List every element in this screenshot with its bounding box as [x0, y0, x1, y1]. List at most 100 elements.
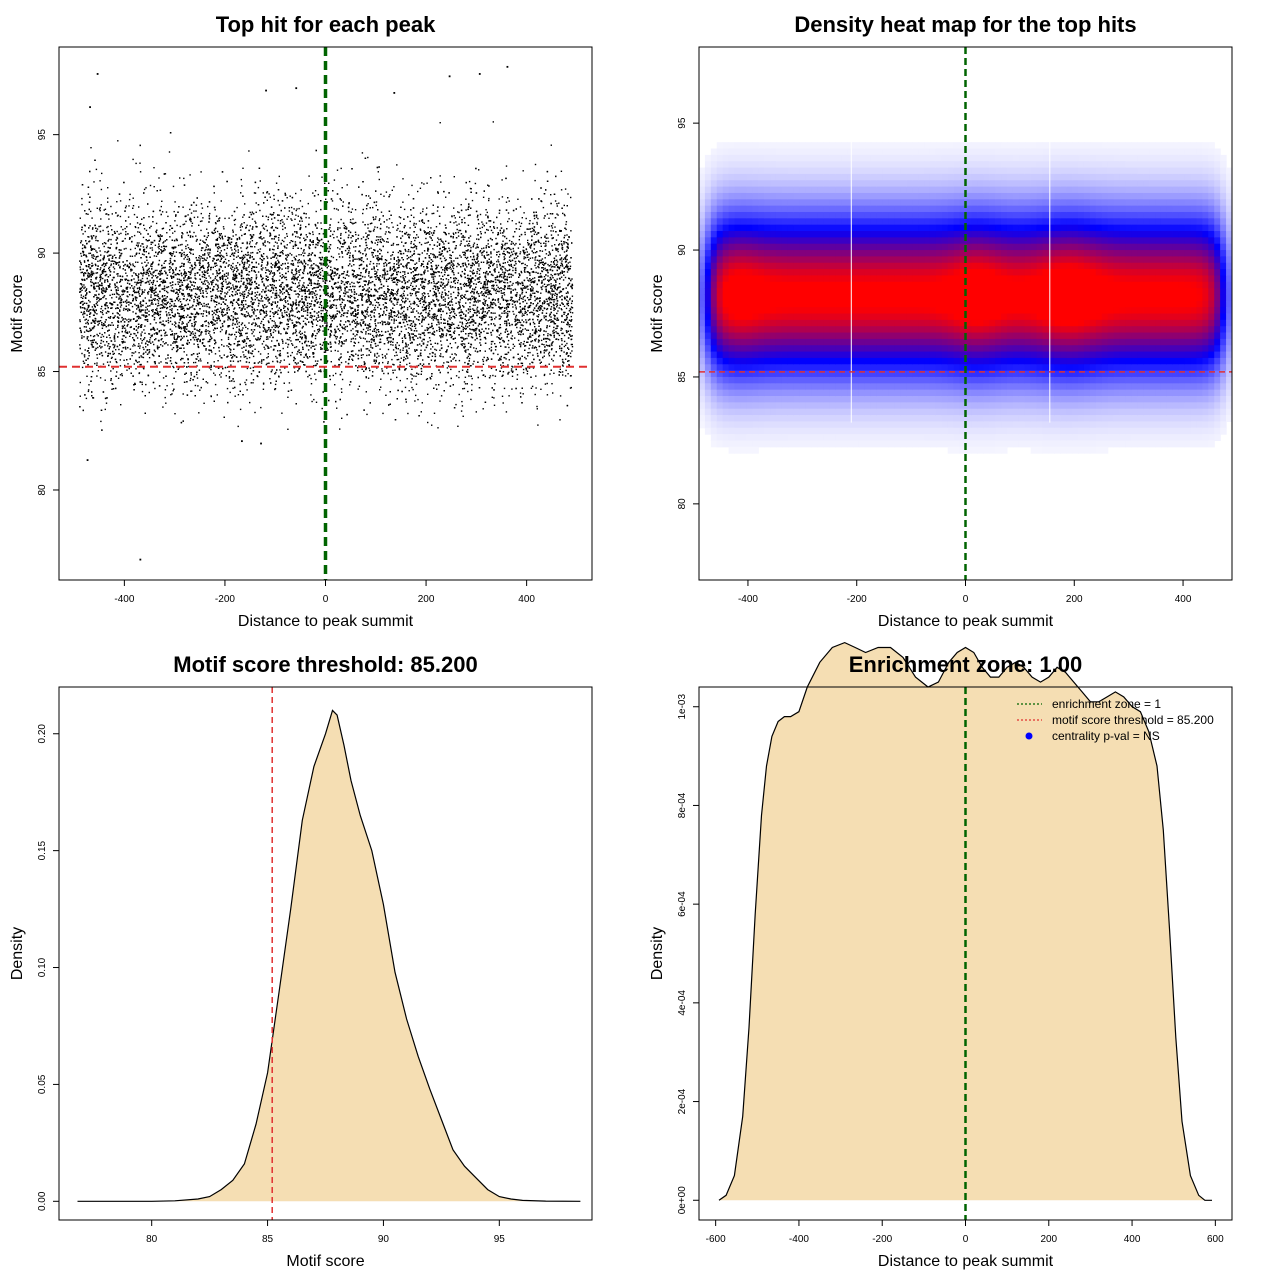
- scatter-point: [523, 212, 525, 214]
- scatter-point: [273, 281, 275, 283]
- scatter-point: [133, 213, 136, 216]
- scatter-point: [239, 335, 241, 337]
- scatter-point: [172, 315, 175, 317]
- scatter-point: [248, 282, 251, 284]
- scatter-point: [435, 384, 437, 386]
- scatter-point: [79, 266, 81, 268]
- scatter-point: [217, 314, 219, 317]
- scatter-point: [218, 220, 220, 222]
- scatter-point: [409, 227, 411, 229]
- scatter-point: [297, 236, 299, 238]
- scatter-point: [473, 242, 476, 244]
- scatter-point: [284, 277, 286, 279]
- scatter-point: [215, 222, 217, 225]
- scatter-point: [458, 211, 460, 214]
- scatter-point: [402, 265, 404, 267]
- scatter-point: [436, 245, 438, 247]
- scatter-point: [214, 297, 217, 299]
- scatter-point: [116, 371, 118, 373]
- scatter-point: [529, 274, 531, 276]
- scatter-point: [455, 314, 457, 316]
- scatter-point: [94, 294, 96, 296]
- scatter-point: [366, 258, 368, 260]
- scatter-point: [260, 320, 263, 323]
- scatter-point: [174, 321, 176, 323]
- scatter-point: [233, 277, 236, 279]
- scatter-point: [548, 351, 551, 354]
- scatter-point: [533, 242, 535, 244]
- scatter-point: [320, 348, 322, 350]
- scatter-point: [137, 277, 139, 279]
- scatter-point: [415, 246, 417, 248]
- scatter-point: [260, 362, 263, 364]
- scatter-point: [424, 329, 426, 331]
- scatter-point: [236, 299, 239, 301]
- scatter-point: [84, 245, 86, 247]
- scatter-point: [267, 356, 269, 358]
- scatter-point: [532, 230, 534, 232]
- scatter-point: [460, 309, 462, 311]
- scatter-point: [153, 290, 155, 292]
- scatter-point: [138, 361, 140, 363]
- scatter-point: [291, 264, 294, 266]
- scatter-point: [438, 328, 441, 331]
- scatter-point: [273, 194, 275, 197]
- scatter-point: [547, 275, 549, 277]
- scatter-point: [146, 259, 148, 261]
- scatter-point: [141, 291, 144, 293]
- scatter-point: [147, 293, 149, 295]
- scatter-point: [152, 281, 154, 284]
- scatter-point: [544, 278, 546, 280]
- scatter-point: [224, 292, 226, 294]
- scatter-point: [126, 275, 128, 277]
- scatter-point: [523, 252, 525, 254]
- scatter-point: [432, 270, 435, 273]
- scatter-point: [424, 242, 426, 244]
- scatter-point: [549, 319, 551, 321]
- scatter-point: [563, 241, 565, 243]
- scatter-point: [133, 272, 135, 274]
- scatter-point: [109, 361, 111, 363]
- scatter-point: [385, 357, 387, 359]
- scatter-point: [514, 337, 516, 339]
- scatter-point: [563, 334, 566, 337]
- scatter-point: [273, 320, 275, 322]
- scatter-point: [420, 243, 423, 246]
- scatter-point: [310, 347, 312, 349]
- scatter-point: [185, 299, 188, 302]
- scatter-point: [520, 297, 523, 300]
- scatter-point: [506, 333, 509, 336]
- scatter-point: [445, 284, 448, 286]
- scatter-point: [196, 340, 199, 342]
- scatter-point: [505, 299, 507, 301]
- scatter-point: [432, 319, 435, 321]
- scatter-point: [570, 196, 572, 199]
- scatter-point: [281, 299, 283, 301]
- scatter-point: [87, 236, 89, 238]
- scatter-point: [467, 335, 470, 337]
- scatter-point: [238, 289, 240, 291]
- scatter-point: [132, 158, 134, 161]
- scatter-point: [198, 255, 201, 257]
- scatter-point: [385, 191, 388, 193]
- scatter-point: [107, 316, 110, 319]
- scatter-point: [359, 258, 361, 261]
- scatter-point: [264, 330, 266, 332]
- scatter-point: [221, 297, 223, 299]
- scatter-point: [285, 247, 288, 249]
- scatter-point: [462, 343, 464, 345]
- scatter-point: [112, 312, 114, 315]
- scatter-point: [126, 286, 129, 288]
- scatter-point: [525, 248, 527, 250]
- scatter-point: [248, 289, 250, 292]
- scatter-point: [195, 296, 197, 299]
- scatter-point: [469, 297, 472, 300]
- scatter-point: [411, 288, 413, 291]
- scatter-point: [83, 274, 85, 276]
- scatter-point: [379, 218, 381, 220]
- scatter-point: [254, 411, 256, 414]
- scatter-point: [567, 193, 569, 195]
- scatter-point: [368, 234, 370, 236]
- scatter-point: [478, 280, 481, 283]
- scatter-point: [80, 301, 82, 304]
